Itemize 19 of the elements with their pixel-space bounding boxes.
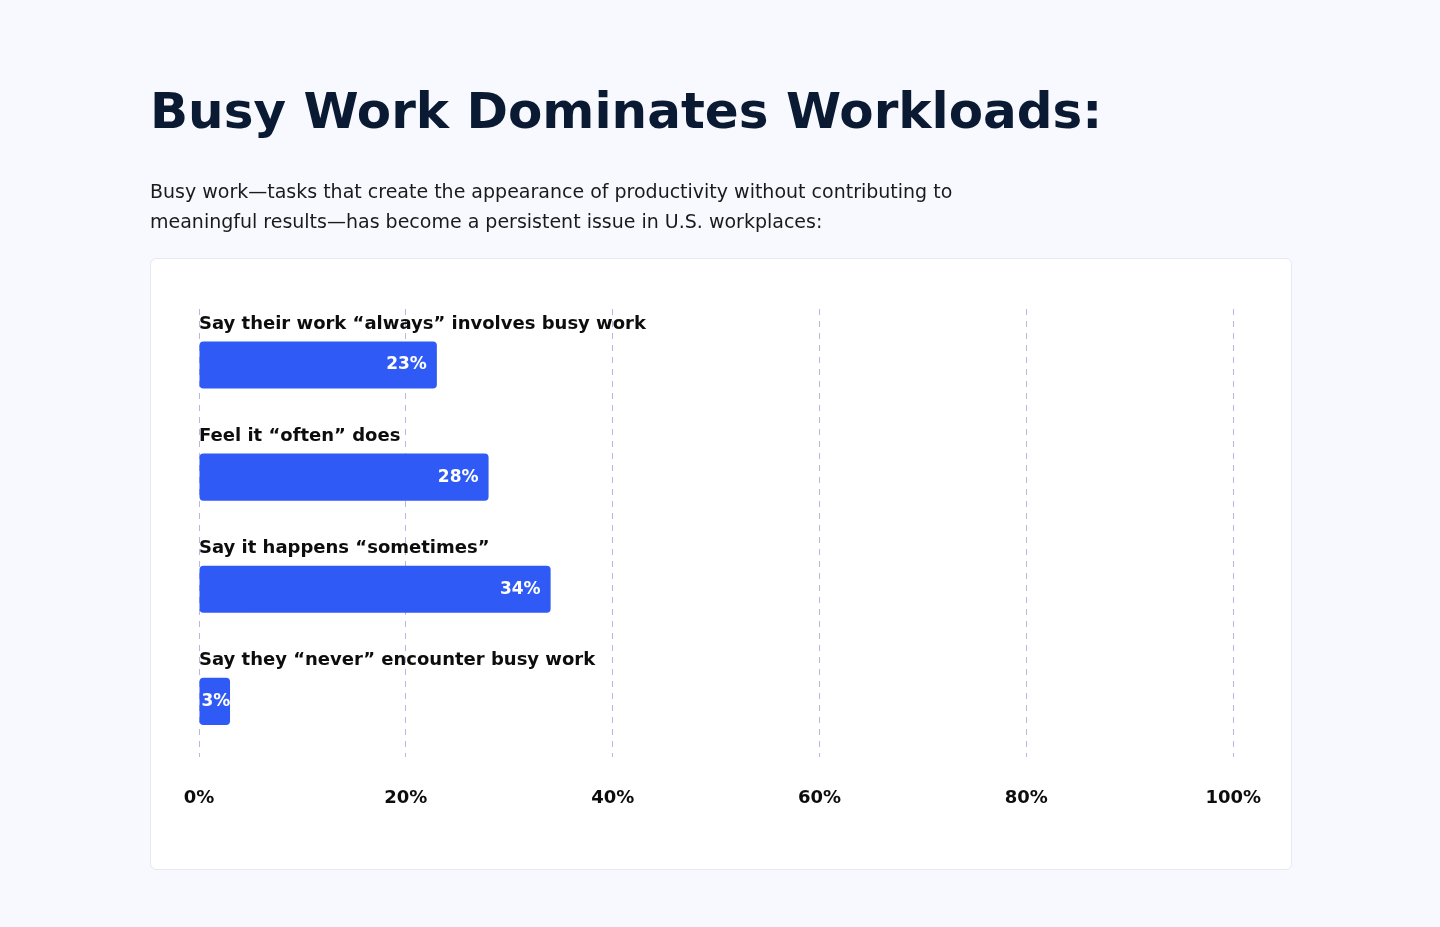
bar — [199, 453, 489, 501]
x-tick-label: 20% — [384, 785, 428, 807]
data-label: 34% — [499, 577, 541, 598]
chart-title: Busy Work Dominates Workloads: — [150, 82, 1103, 140]
chart-subtitle: Busy work—tasks that create the appearance of productivity without contributing to meaningful results—has become a persistent issue in U.S. workplaces: — [150, 179, 954, 234]
bar — [199, 341, 437, 389]
x-tick-label: 80% — [1004, 785, 1048, 807]
y-tick-label: Say it happens “sometimes” — [199, 536, 490, 558]
x-tick-label: 40% — [591, 785, 635, 807]
x-tick-label: 60% — [797, 785, 842, 807]
y-tick-label: Say their work “always” involves busy work — [199, 312, 647, 334]
data-label: 23% — [386, 353, 427, 374]
data-label: 28% — [437, 465, 479, 486]
x-tick-label: 100% — [1205, 785, 1261, 807]
y-tick-label: Feel it “often” does — [199, 424, 401, 446]
y-tick-label: Say they “never” encounter busy work — [199, 648, 597, 670]
bar — [199, 565, 551, 613]
x-tick-label: 0% — [183, 785, 215, 807]
data-label: 3% — [201, 689, 231, 710]
